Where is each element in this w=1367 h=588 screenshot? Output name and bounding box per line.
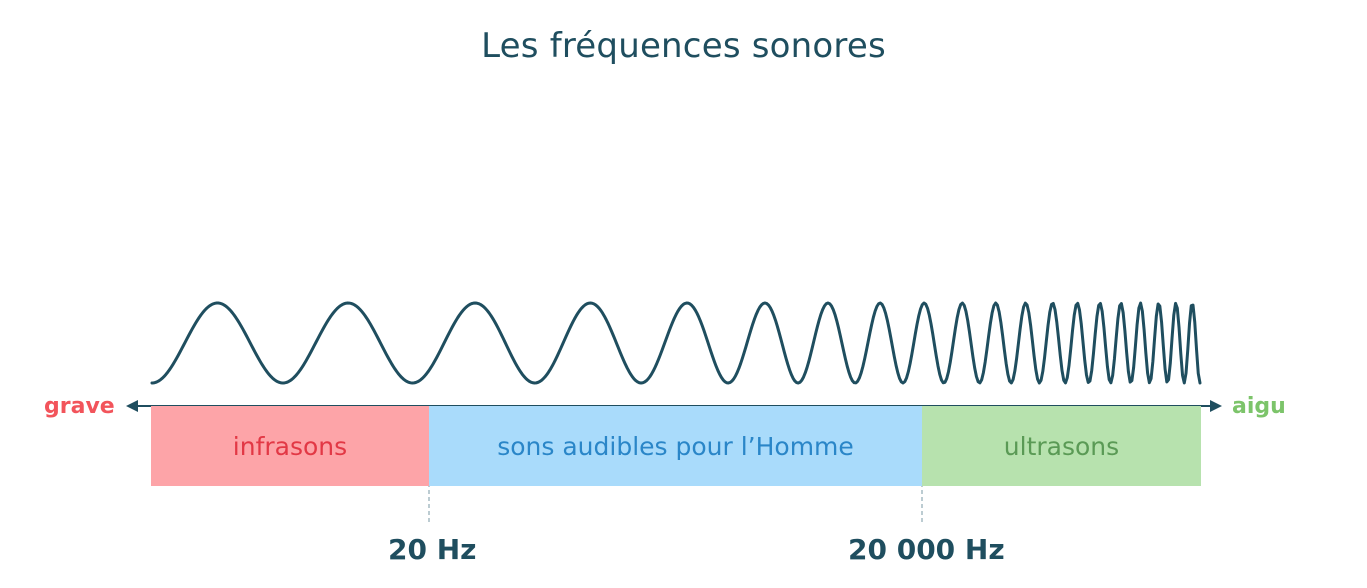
band-audible: sons audibles pour l’Homme [429,406,922,486]
axis-label-aigu: aigu [1232,394,1286,419]
sine-wave [150,301,1202,385]
band-ultrasons-label: ultrasons [1003,431,1120,461]
diagram-title: Les fréquences sonores [481,26,886,66]
axis-arrow-right-icon [1210,400,1222,412]
axis-arrow-left-icon [126,400,138,412]
band-audible-label: sons audibles pour l’Homme [497,431,854,461]
band-infrasons: infrasons [151,406,429,486]
frequency-label-20hz: 20 Hz [388,533,477,566]
axis-label-grave: grave [44,394,115,419]
band-infrasons-label: infrasons [232,431,348,461]
band-ultrasons: ultrasons [922,406,1201,486]
frequency-label-20000hz: 20 000 Hz [848,533,1005,566]
